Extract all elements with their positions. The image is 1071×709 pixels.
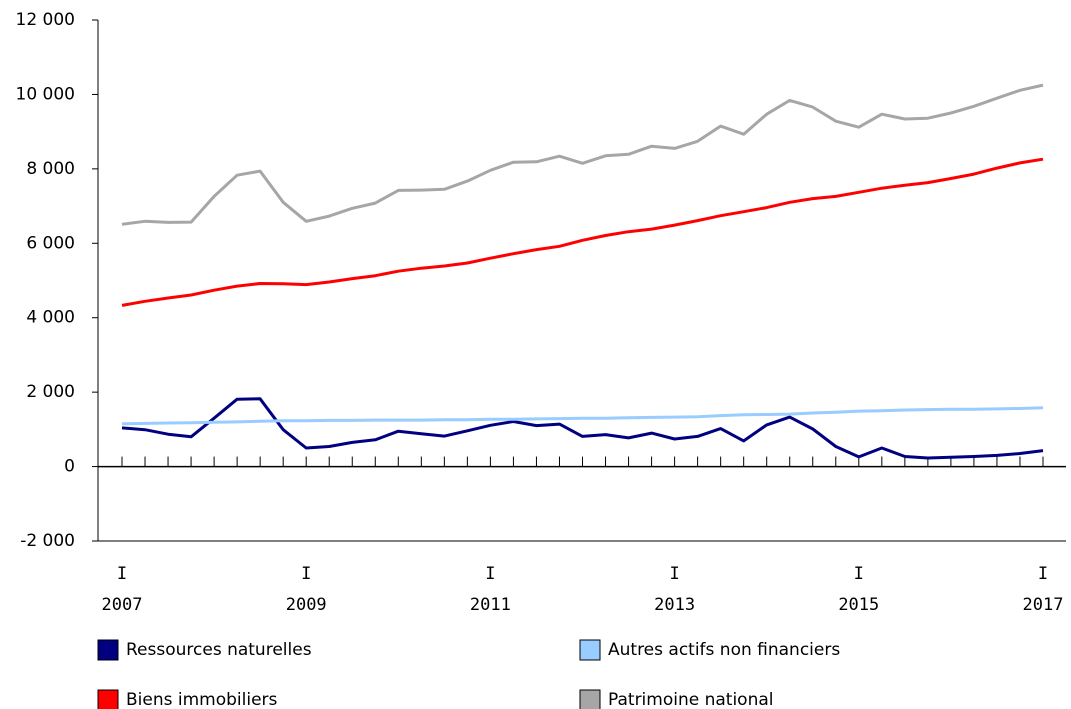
legend-label: Biens immobiliers	[126, 690, 278, 709]
y-tick-label: 6 000	[26, 233, 75, 253]
y-tick-label: 4 000	[26, 308, 75, 328]
legend-label: Ressources naturelles	[126, 640, 312, 660]
x-tick-label: I	[301, 564, 311, 584]
series-line	[121, 397, 1044, 460]
legend-swatch	[97, 639, 119, 661]
x-tick-label: 2017	[1023, 595, 1064, 615]
series-line	[121, 157, 1044, 307]
x-tick-label: 2009	[286, 595, 327, 615]
legend-swatch	[579, 689, 601, 709]
x-tick-label: 2013	[654, 595, 695, 615]
y-tick-label: -2 000	[20, 531, 75, 551]
x-tick-label: I	[854, 564, 864, 584]
legend-label: Patrimoine national	[608, 690, 774, 709]
y-tick-label: 8 000	[26, 159, 75, 179]
y-tick-label: 12 000	[16, 10, 75, 30]
legend-swatch	[97, 689, 119, 709]
x-tick-label: 2007	[102, 595, 143, 615]
series-line	[121, 406, 1044, 426]
x-tick-label: 2015	[838, 595, 879, 615]
y-tick-label: 2 000	[26, 382, 75, 402]
x-tick-label: I	[669, 564, 679, 584]
legend-swatch	[579, 639, 601, 661]
series-line	[121, 83, 1044, 226]
x-tick-label: I	[1038, 564, 1048, 584]
x-tick-label: 2011	[470, 595, 511, 615]
y-tick-label: 0	[64, 457, 75, 477]
legend-label: Autres actifs non financiers	[608, 640, 840, 660]
y-tick-label: 10 000	[16, 84, 75, 104]
x-tick-label: I	[485, 564, 495, 584]
x-tick-label: I	[117, 564, 127, 584]
